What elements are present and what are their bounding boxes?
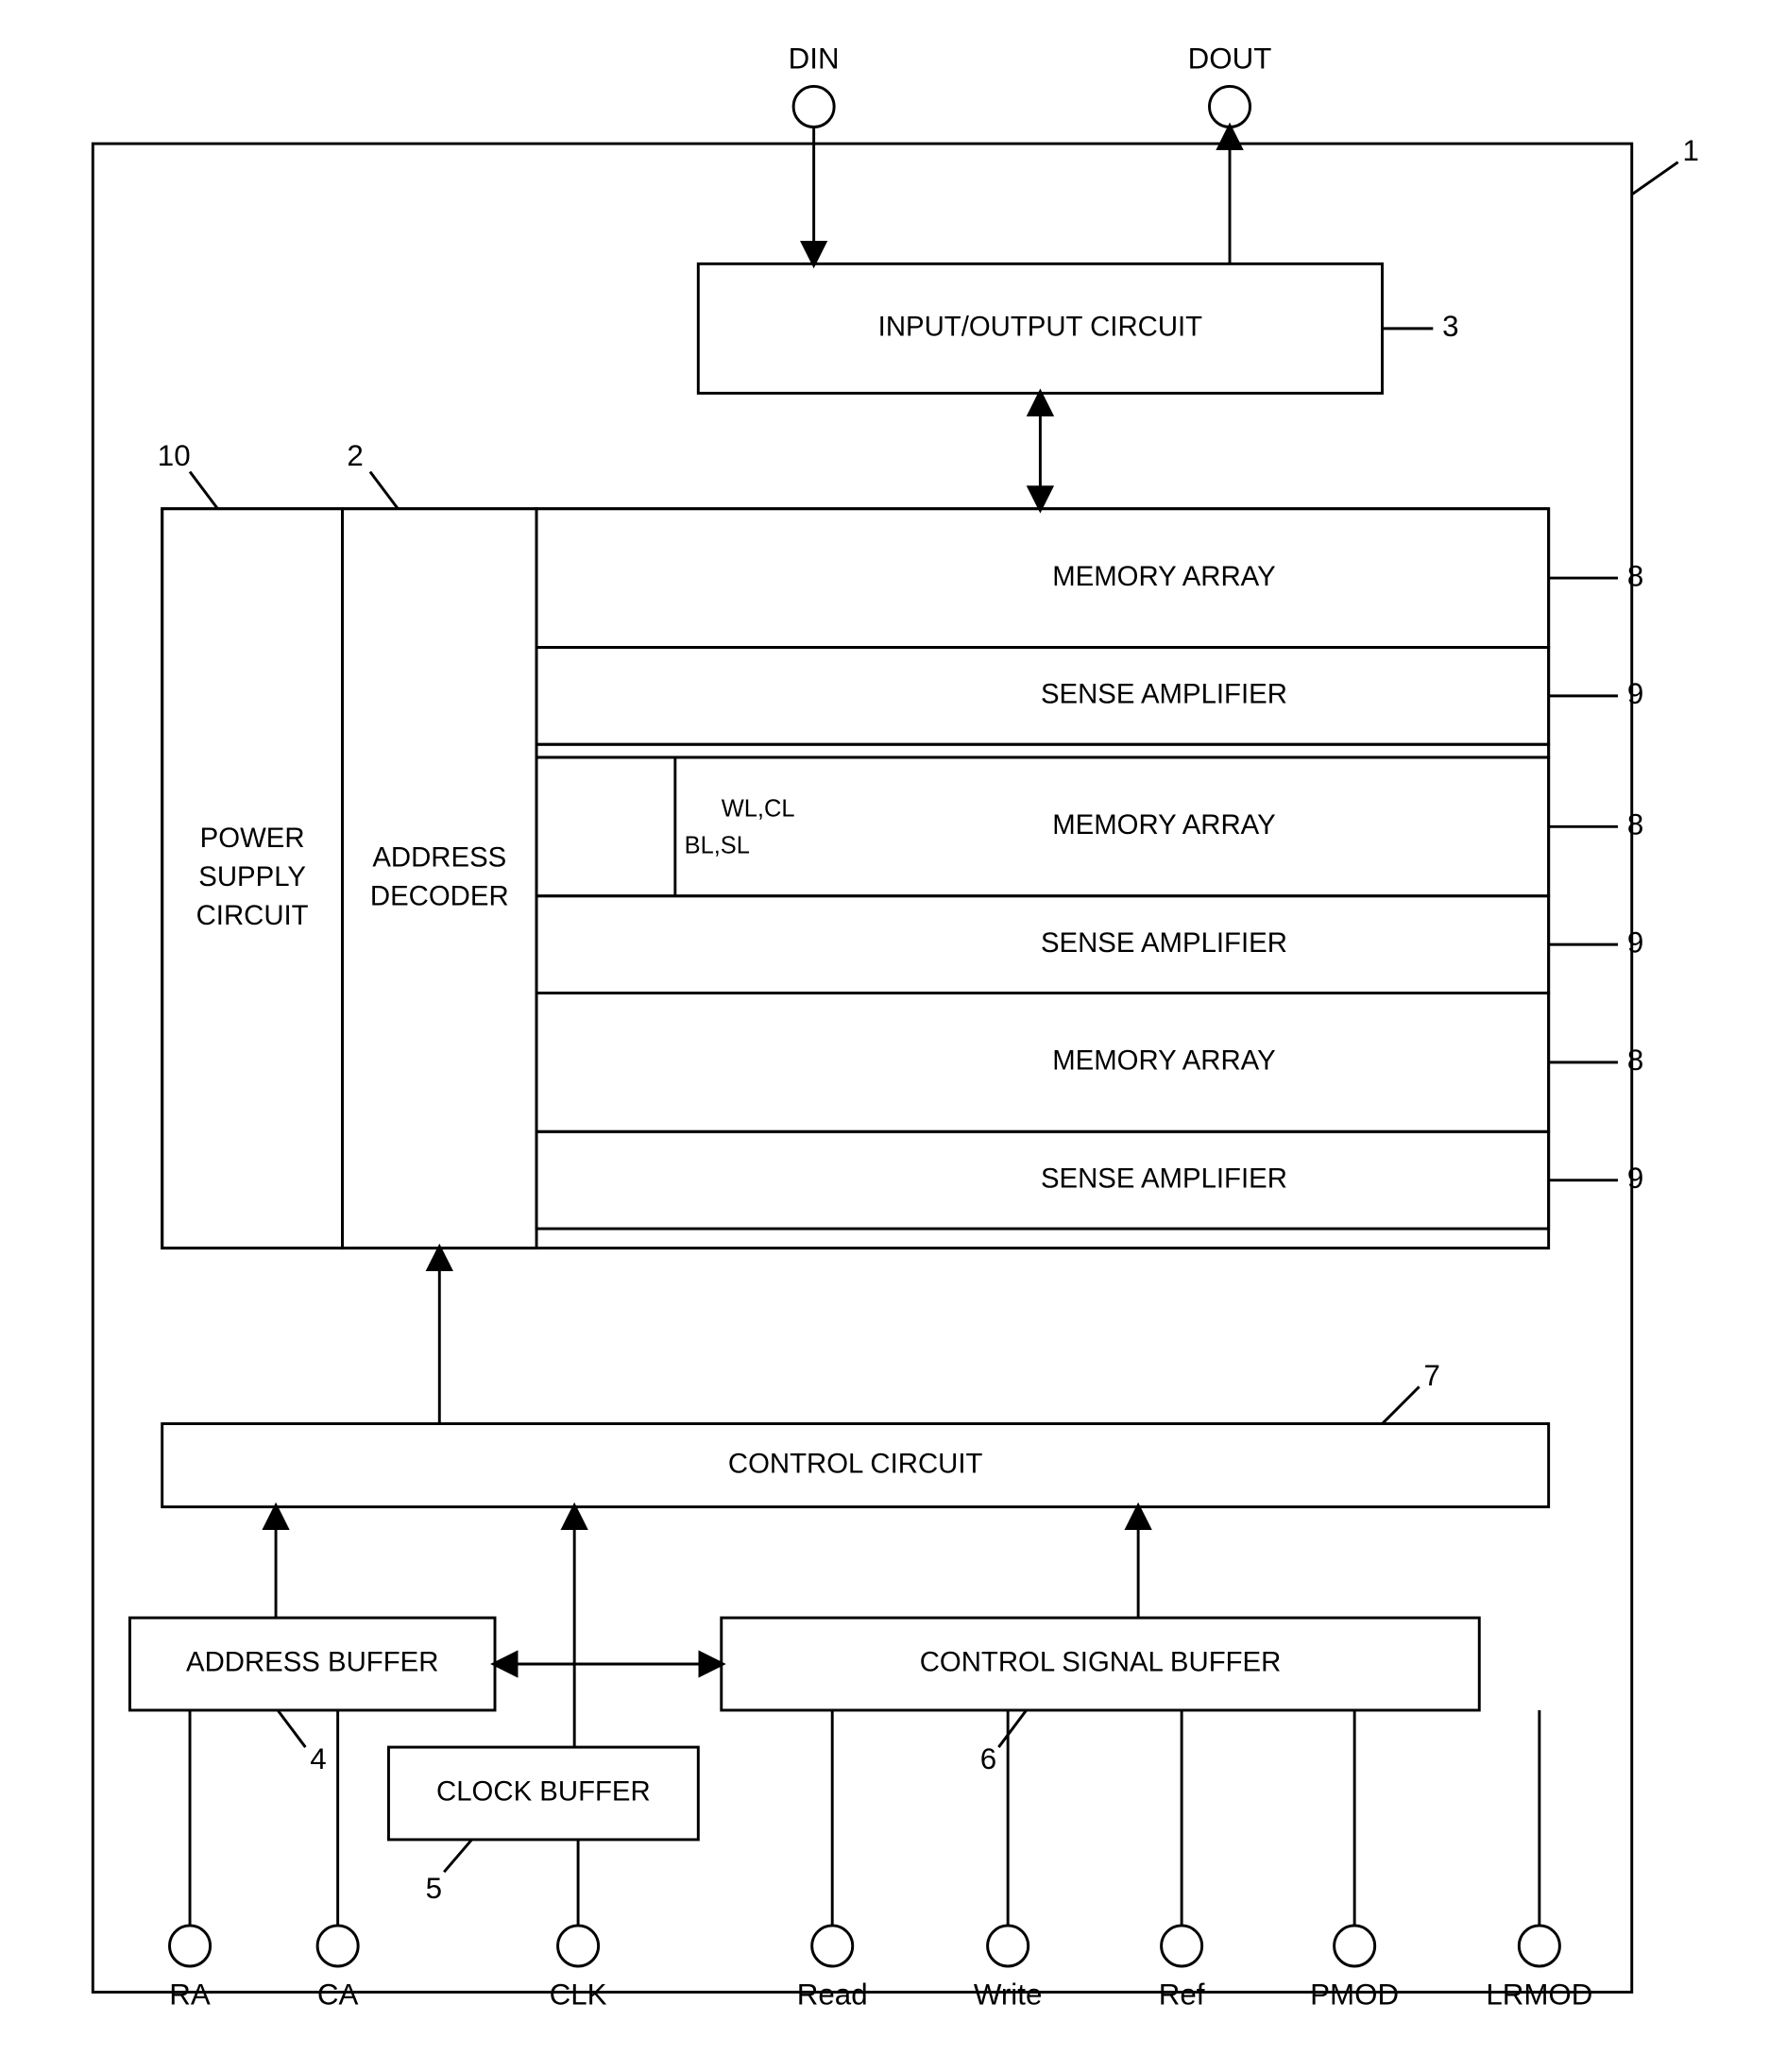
dout-label: DOUT [1188,42,1272,75]
ref-5: 5 [426,1872,442,1905]
pin-label-write: Write [974,1979,1042,2012]
power-supply-label: SUPPLY [198,861,306,892]
address-decoder-box [343,509,537,1248]
pin-label-ref: Ref [1159,1979,1205,2012]
pin-clk [558,1926,599,1966]
memory-row-label-4: MEMORY ARRAY [1052,1045,1275,1077]
memory-row-label-0: MEMORY ARRAY [1052,561,1275,592]
pin-write [988,1926,1029,1966]
connector [444,1840,471,1872]
memory-row-label-1: SENSE AMPLIFIER [1041,679,1287,710]
ref-6: 6 [980,1742,996,1775]
signal-bottom: BL,SL [685,833,750,859]
memory-row-label-3: SENSE AMPLIFIER [1041,927,1287,959]
outer-box [93,144,1631,1992]
connector [1632,162,1678,195]
ref-10: 10 [158,439,191,472]
memory-row-2 [536,757,1549,896]
ref-7: 7 [1424,1359,1440,1392]
ref-3: 3 [1442,310,1458,343]
pin-ra [170,1926,211,1966]
dout-pin [1209,86,1250,127]
ref-8-0: 8 [1627,559,1643,592]
pin-read [812,1926,853,1966]
ref-8-2: 8 [1627,808,1643,841]
address-decoder-label: ADDRESS [372,841,506,873]
connector [190,472,217,509]
memory-block-box [162,509,1549,1248]
pin-label-pmod: PMOD [1310,1979,1399,2012]
din-label: DIN [789,42,840,75]
memory-row-label-5: SENSE AMPLIFIER [1041,1163,1287,1194]
connector [370,472,398,509]
pin-label-lrmod: LRMOD [1486,1979,1592,2012]
pin-label-ra: RA [169,1979,211,2012]
clock-buffer-label: CLOCK BUFFER [436,1776,651,1808]
pin-ca [317,1926,358,1966]
connector [278,1710,305,1747]
memory-row-4 [536,993,1549,1131]
ref-9-1: 9 [1627,677,1643,710]
power-supply-label: CIRCUIT [196,900,309,931]
address-buffer-label: ADDRESS BUFFER [186,1647,438,1678]
gap-line [536,744,1549,757]
pin-label-clk: CLK [550,1979,607,2012]
signal-top: WL,CL [722,795,795,822]
ref-8-4: 8 [1627,1044,1643,1077]
address-decoder-label: DECODER [370,880,509,911]
pin-ref [1162,1926,1202,1966]
io-circuit-label: INPUT/OUTPUT CIRCUIT [878,312,1203,343]
ref-2: 2 [347,439,363,472]
ref-1: 1 [1683,134,1699,167]
ref-4: 4 [310,1742,326,1775]
din-pin [793,86,834,127]
pin-pmod [1335,1926,1375,1966]
connector [1382,1386,1419,1423]
power-supply-label: POWER [200,823,305,854]
pin-label-read: Read [797,1979,868,2012]
pin-label-ca: CA [317,1979,359,2012]
control-circuit-label: CONTROL CIRCUIT [728,1448,983,1479]
memory-row-0 [536,509,1549,648]
pin-lrmod [1519,1926,1559,1966]
ref-9-5: 9 [1627,1162,1643,1195]
ref-9-3: 9 [1627,926,1643,959]
block-diagram: 1 DIN DOUT INPUT/OUTPUT CIRCUIT 3 POWER SUPPLY… [19,19,1750,2047]
control-signal-buffer-label: CONTROL SIGNAL BUFFER [920,1647,1282,1678]
connector [998,1710,1026,1747]
memory-row-label-2: MEMORY ARRAY [1052,809,1275,841]
